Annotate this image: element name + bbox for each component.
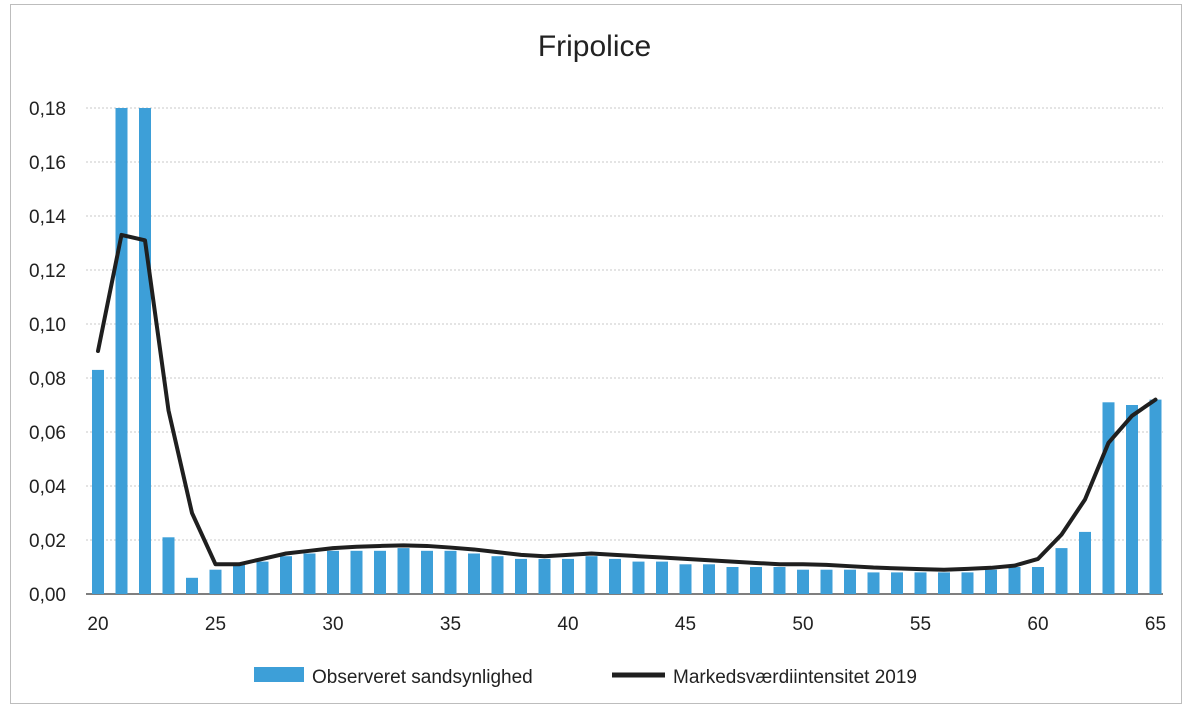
bar: [1032, 567, 1044, 594]
bar: [1055, 548, 1068, 594]
gridlines: [86, 107, 1163, 595]
bar: [703, 564, 715, 594]
bar: [938, 572, 950, 594]
x-tick-label: 55: [910, 614, 931, 635]
bar: [491, 556, 504, 594]
bar: [1149, 399, 1162, 594]
y-tick-label: 0,10: [29, 315, 66, 336]
bar: [891, 572, 903, 594]
x-tick-label: 65: [1145, 614, 1166, 635]
x-tick-label: 30: [322, 614, 343, 635]
x-tick-label: 20: [87, 614, 108, 635]
bar: [1079, 531, 1091, 594]
bar: [421, 550, 433, 594]
legend-label-line: Markedsværdiintensitet 2019: [673, 667, 917, 688]
bar: [632, 561, 645, 594]
y-tick-label: 0,08: [29, 369, 66, 390]
y-tick-label: 0,02: [29, 531, 66, 552]
bar: [468, 553, 480, 594]
bar: [656, 561, 668, 594]
bar: [609, 558, 621, 594]
bar-series: [92, 108, 1162, 594]
bar: [303, 553, 316, 594]
bar: [1008, 567, 1021, 594]
line-series: [96, 232, 1158, 572]
series-line: [96, 232, 1158, 572]
bar: [562, 558, 574, 594]
bar: [538, 558, 551, 594]
x-tick-label: 40: [557, 614, 578, 635]
y-axis-ticks: 0,00 0,02 0,04 0,06 0,08 0,10 0,12 0,14 0,16 0,18: [29, 99, 66, 606]
x-tick-label: 35: [440, 614, 461, 635]
bar: [209, 569, 222, 594]
bar: [679, 564, 692, 594]
chart-title: Fripolice: [537, 30, 652, 63]
bar: [139, 108, 151, 594]
bar: [162, 537, 175, 594]
bar: [844, 569, 856, 594]
bar: [115, 108, 128, 594]
x-tick-label: 50: [792, 614, 813, 635]
bar: [256, 561, 269, 594]
bar: [92, 369, 104, 594]
bar: [585, 556, 598, 594]
bar: [867, 572, 880, 594]
legend-label-bars: Observeret sandsynlighed: [312, 667, 533, 688]
bar: [1102, 402, 1115, 594]
y-tick-label: 0,14: [29, 207, 66, 228]
bar: [327, 550, 339, 594]
bar: [444, 550, 457, 594]
bar: [515, 558, 527, 594]
x-axis-ticks: 20 25 30 35 40 45 50 55 60 65: [87, 614, 1166, 635]
bar: [820, 569, 833, 594]
bar: [397, 548, 410, 594]
bar: [797, 569, 809, 594]
y-tick-label: 0,04: [29, 477, 66, 498]
y-tick-label: 0,06: [29, 423, 66, 444]
y-tick-label: 0,18: [29, 99, 66, 120]
x-tick-label: 60: [1027, 614, 1048, 635]
bar: [186, 577, 198, 594]
legend-swatch-bars: [254, 667, 304, 682]
x-tick-label: 25: [205, 614, 226, 635]
bar: [1126, 405, 1138, 594]
bar: [374, 550, 386, 594]
y-tick-label: 0,00: [29, 585, 66, 606]
bar: [914, 572, 927, 594]
y-tick-label: 0,12: [29, 261, 66, 282]
bar: [985, 569, 997, 594]
bar: [773, 567, 786, 594]
bar: [280, 556, 292, 594]
legend: Observeret sandsynlighed Markedsværdiint…: [254, 667, 917, 688]
bar: [350, 550, 363, 594]
bar: [233, 564, 245, 594]
bar: [961, 572, 974, 594]
bar: [750, 567, 762, 594]
x-tick-label: 45: [675, 614, 696, 635]
y-tick-label: 0,16: [29, 153, 66, 174]
chart-frame: [10, 4, 1182, 704]
bar: [726, 567, 739, 594]
